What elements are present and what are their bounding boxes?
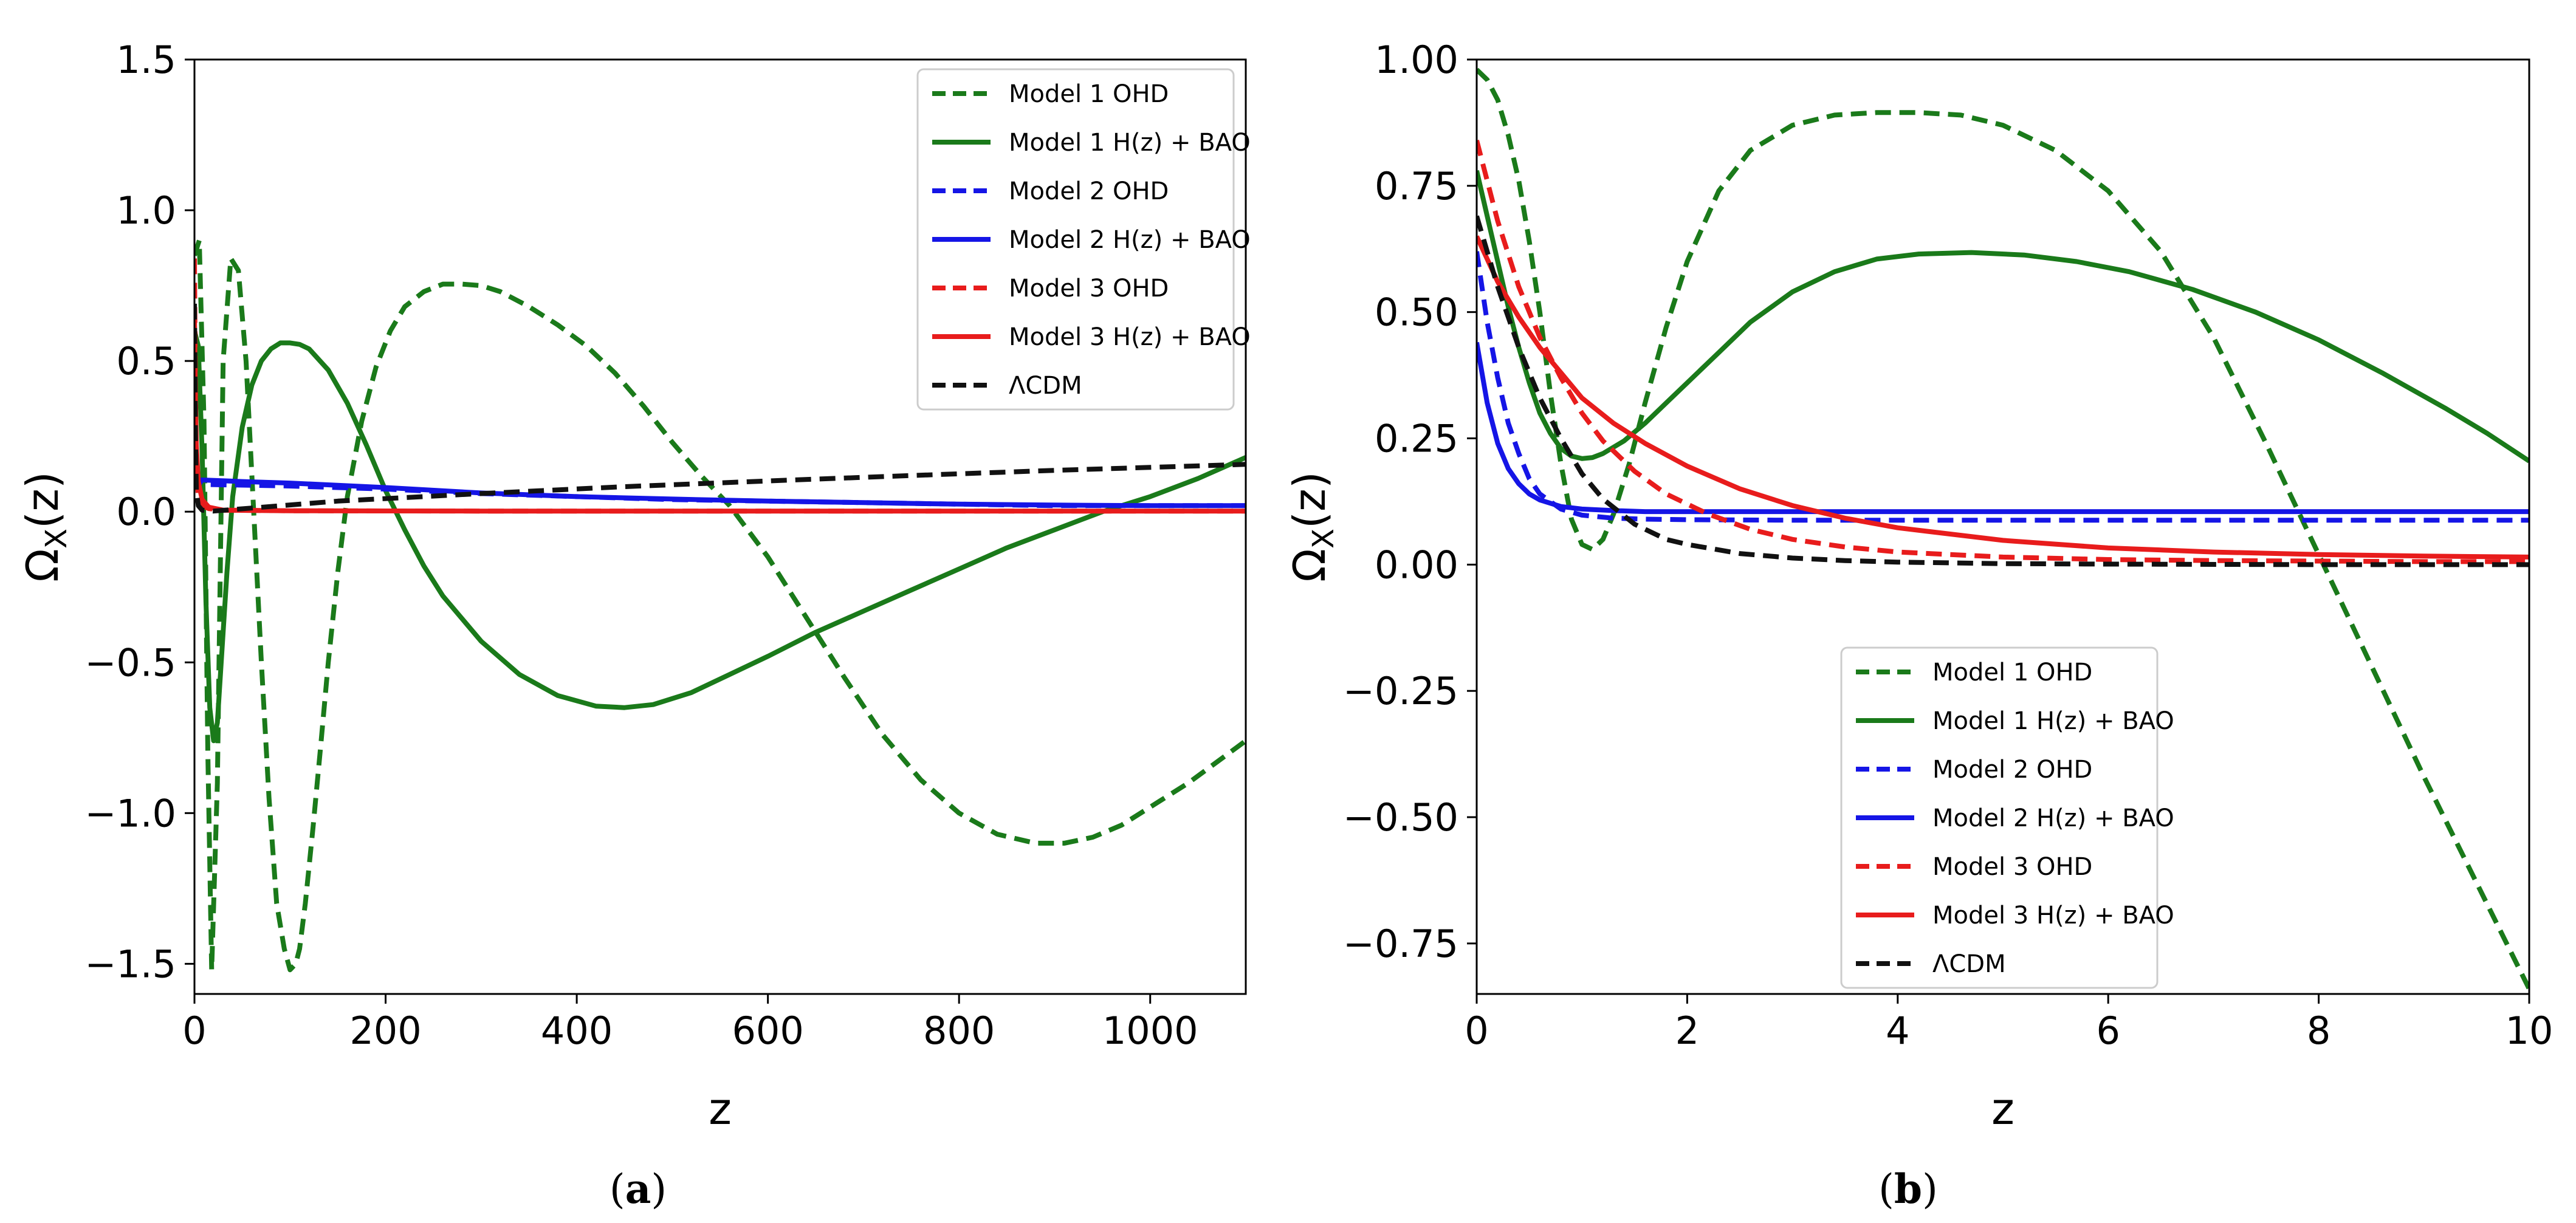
legend-label: Model 2 OHD — [1009, 177, 1169, 205]
legend-label: ΛCDM — [1009, 372, 1082, 400]
panel-caption: (a) — [610, 1165, 667, 1213]
y-tick-label: −0.50 — [1343, 795, 1458, 840]
y-tick-label: −0.5 — [84, 640, 176, 685]
x-tick-label: 8 — [2307, 1009, 2330, 1053]
y-tick-label: 0.00 — [1375, 543, 1458, 587]
y-tick-label: −1.0 — [84, 791, 176, 835]
legend-label: ΛCDM — [1932, 950, 2006, 978]
series-group — [1477, 67, 2529, 990]
series-line-7 — [1477, 215, 2529, 567]
y-tick-label: 1.00 — [1375, 38, 1458, 82]
legend-label: Model 2 H(z) + BAO — [1009, 226, 1251, 254]
x-tick-label: 400 — [541, 1009, 613, 1053]
y-tick-label: 1.5 — [116, 38, 176, 82]
series-line-6 — [1477, 235, 2529, 560]
x-tick-label: 1000 — [1102, 1009, 1198, 1053]
y-tick-label: 0.50 — [1375, 290, 1458, 335]
x-tick-label: 2 — [1675, 1009, 1699, 1053]
series-line-7 — [194, 303, 1246, 514]
x-tick-label: 6 — [2096, 1009, 2120, 1053]
y-tick-label: 0.75 — [1375, 164, 1458, 208]
y-tick-label: −0.75 — [1343, 922, 1458, 966]
legend-label: Model 3 OHD — [1932, 853, 2092, 881]
panel-caption: (b) — [1878, 1165, 1938, 1213]
legend: Model 1 OHD Model 1 H(z) + BAO Model 2 OHD… — [1840, 646, 2174, 989]
x-tick-label: 600 — [732, 1009, 803, 1053]
legend-label: Model 1 OHD — [1932, 659, 2092, 687]
x-tick-label: 4 — [1886, 1009, 1909, 1053]
legend: Model 1 OHD Model 1 H(z) + BAO Model 2 OHD… — [916, 68, 1251, 411]
y-tick-label: 0.5 — [116, 339, 176, 383]
series-line-2 — [1477, 170, 2529, 464]
y-axis-label: ΩX(z) — [17, 471, 74, 582]
series-line-5 — [1477, 139, 2529, 564]
y-tick-label: −1.5 — [84, 942, 176, 986]
x-tick-label: 200 — [349, 1009, 421, 1053]
legend-label: Model 1 H(z) + BAO — [1009, 129, 1251, 157]
plot-frame — [193, 58, 1247, 995]
y-axis-label: ΩX(z) — [1284, 471, 1341, 582]
x-axis-label: z — [709, 1083, 732, 1134]
series-line-3 — [1477, 251, 2529, 523]
y-tick-label: 0.25 — [1375, 417, 1458, 461]
legend-label: Model 3 H(z) + BAO — [1009, 323, 1251, 351]
legend-label: Model 2 OHD — [1932, 756, 2092, 784]
legend-label: Model 3 OHD — [1009, 275, 1169, 303]
panel-a: 0 200 400 600 800 1000 −1.5 −1.0 −0.5 0.0 0.5 1.0 1.… — [17, 38, 1251, 1213]
y-tick-label: −0.25 — [1343, 669, 1458, 713]
y-tick-label: 0.0 — [116, 490, 176, 534]
x-tick-label: 10 — [2506, 1009, 2554, 1053]
series-line-4 — [1477, 341, 2529, 515]
y-tick-label: 1.0 — [116, 188, 176, 233]
x-tick-label: 0 — [1465, 1009, 1488, 1053]
legend-label: Model 3 H(z) + BAO — [1932, 902, 2174, 930]
legend-label: Model 1 H(z) + BAO — [1932, 707, 2174, 735]
legend-box — [916, 68, 1235, 411]
x-tick-label: 0 — [182, 1009, 206, 1053]
legend-box — [1840, 646, 2159, 989]
plot-frame — [1475, 58, 2530, 995]
x-axis-label: z — [1991, 1083, 2014, 1134]
x-tick-label: 800 — [923, 1009, 995, 1053]
legend-label: Model 1 OHD — [1009, 80, 1169, 108]
series-group — [194, 238, 1246, 973]
legend-label: Model 2 H(z) + BAO — [1932, 804, 2174, 832]
series-line-1 — [194, 238, 1246, 973]
panel-b: 0 2 4 6 8 10 −0.75 −0.50 −0.25 0.00 0.25 0.50 0.75 1.… — [1284, 38, 2553, 1213]
